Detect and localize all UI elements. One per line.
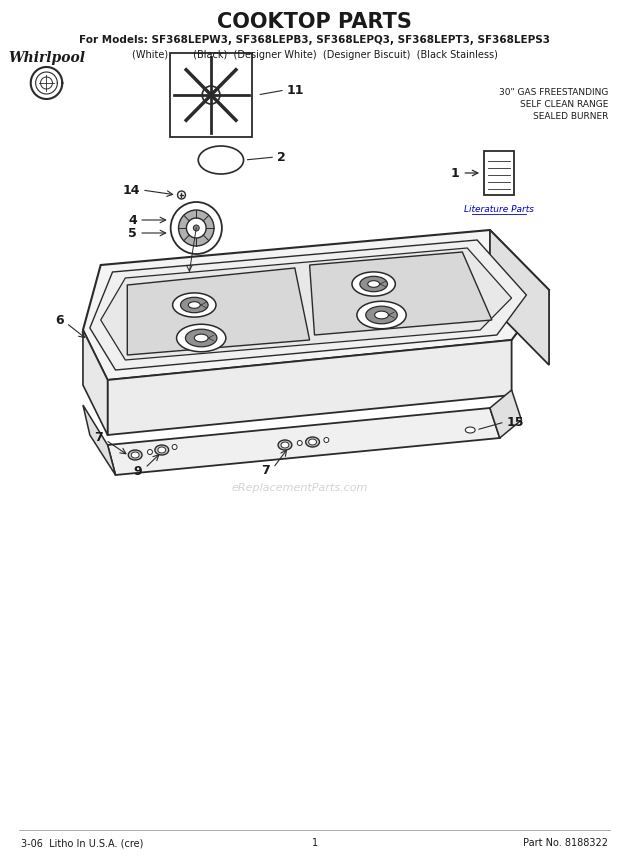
Text: 14: 14 [123, 183, 140, 197]
Text: 3-06  Litho In U.S.A. (cre): 3-06 Litho In U.S.A. (cre) [21, 838, 143, 848]
Circle shape [148, 449, 153, 455]
Polygon shape [490, 390, 521, 438]
Polygon shape [100, 248, 511, 360]
Text: Part No. 8188322: Part No. 8188322 [523, 838, 608, 848]
Text: Literature Parts: Literature Parts [464, 205, 534, 214]
Ellipse shape [180, 297, 208, 312]
Ellipse shape [366, 306, 397, 324]
Polygon shape [490, 230, 549, 365]
Ellipse shape [374, 311, 389, 318]
Ellipse shape [368, 281, 379, 288]
Text: eReplacementParts.com: eReplacementParts.com [231, 483, 368, 493]
Text: 7: 7 [94, 431, 103, 443]
Text: For Models: SF368LEPW3, SF368LEPB3, SF368LEPQ3, SF368LEPT3, SF368LEPS3: For Models: SF368LEPW3, SF368LEPB3, SF36… [79, 35, 550, 45]
Polygon shape [83, 405, 115, 475]
Polygon shape [127, 268, 309, 355]
Ellipse shape [198, 146, 244, 174]
Ellipse shape [352, 272, 396, 296]
Text: 6: 6 [56, 313, 64, 326]
Text: (White)        (Black)  (Designer White)  (Designer Biscuit)  (Black Stainless): (White) (Black) (Designer White) (Design… [131, 50, 497, 60]
Circle shape [170, 202, 222, 254]
Text: 9: 9 [133, 465, 142, 478]
Bar [484, 151, 513, 195]
Polygon shape [83, 330, 108, 435]
Polygon shape [170, 53, 252, 137]
Ellipse shape [465, 427, 475, 433]
Text: 15: 15 [507, 415, 524, 429]
Circle shape [179, 210, 214, 246]
Circle shape [172, 444, 177, 449]
Ellipse shape [278, 440, 292, 450]
Ellipse shape [306, 437, 319, 447]
Ellipse shape [155, 445, 169, 455]
Polygon shape [90, 240, 526, 370]
Text: 11: 11 [287, 84, 304, 97]
Text: 1: 1 [451, 167, 459, 180]
Ellipse shape [281, 442, 289, 448]
Ellipse shape [188, 301, 200, 308]
Ellipse shape [309, 439, 316, 445]
Ellipse shape [194, 334, 208, 342]
Text: 30" GAS FREESTANDING
SELF CLEAN RANGE
SEALED BURNER: 30" GAS FREESTANDING SELF CLEAN RANGE SE… [499, 88, 608, 121]
Ellipse shape [360, 276, 388, 292]
Text: 2: 2 [277, 151, 286, 163]
Text: COOKTOP PARTS: COOKTOP PARTS [217, 12, 412, 32]
Text: 5: 5 [128, 227, 137, 240]
Polygon shape [108, 340, 512, 435]
Ellipse shape [172, 293, 216, 317]
Circle shape [297, 441, 302, 445]
Circle shape [202, 86, 220, 104]
Ellipse shape [158, 447, 166, 453]
Ellipse shape [177, 324, 226, 352]
Polygon shape [108, 408, 500, 475]
Polygon shape [309, 252, 492, 335]
Text: Whirlpool: Whirlpool [8, 51, 85, 65]
Text: 4: 4 [128, 213, 137, 227]
Circle shape [187, 218, 206, 238]
Circle shape [177, 191, 185, 199]
Circle shape [193, 225, 199, 231]
Ellipse shape [357, 301, 406, 329]
Text: 7: 7 [262, 463, 270, 477]
Circle shape [324, 437, 329, 443]
Polygon shape [83, 230, 549, 380]
Text: 1: 1 [311, 838, 317, 848]
Ellipse shape [185, 330, 217, 347]
Ellipse shape [128, 450, 142, 460]
Ellipse shape [131, 452, 139, 458]
